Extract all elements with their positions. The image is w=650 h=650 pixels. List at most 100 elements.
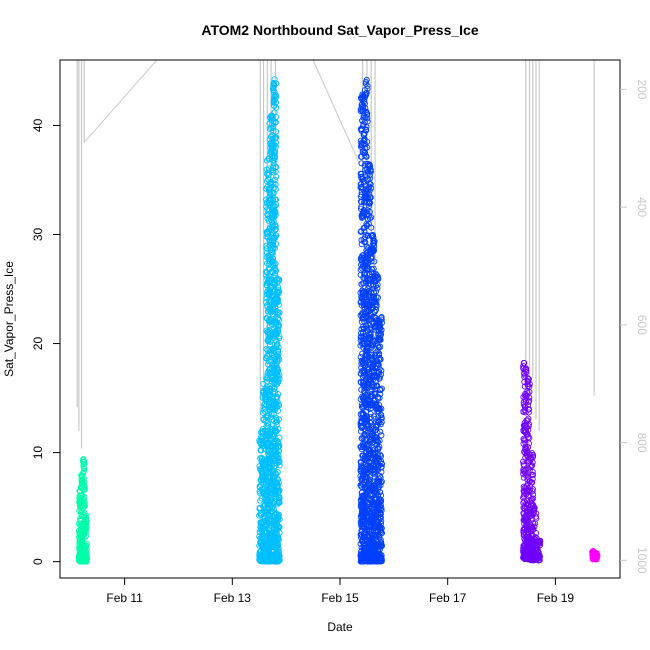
data-point bbox=[360, 148, 367, 155]
data-point bbox=[80, 486, 87, 494]
data-point bbox=[358, 102, 365, 109]
data-point bbox=[257, 519, 264, 526]
data-point bbox=[376, 365, 383, 373]
data-point bbox=[525, 415, 532, 422]
data-point bbox=[276, 372, 283, 379]
data-point bbox=[362, 105, 369, 112]
data-point bbox=[271, 88, 278, 95]
data-point bbox=[361, 100, 368, 107]
data-point bbox=[375, 336, 383, 343]
data-point bbox=[527, 451, 534, 458]
data-point bbox=[378, 555, 385, 562]
data-point bbox=[81, 479, 88, 486]
data-point bbox=[83, 557, 90, 564]
data-point bbox=[82, 542, 89, 549]
data-point bbox=[525, 440, 532, 447]
data-point bbox=[523, 483, 530, 490]
data-point bbox=[270, 347, 277, 354]
data-point bbox=[371, 274, 378, 281]
data-point bbox=[80, 469, 87, 476]
data-point bbox=[358, 203, 365, 210]
data-point bbox=[270, 233, 277, 240]
data-point bbox=[363, 108, 370, 116]
data-point bbox=[274, 356, 281, 363]
data-point bbox=[274, 517, 281, 524]
data-point bbox=[368, 233, 375, 240]
data-point bbox=[372, 306, 379, 314]
data-point bbox=[270, 464, 278, 471]
data-point bbox=[529, 468, 536, 475]
x-tick-label: Feb 17 bbox=[429, 591, 467, 605]
data-point bbox=[357, 170, 364, 177]
data-point bbox=[274, 555, 281, 562]
data-point bbox=[378, 478, 385, 485]
data-point bbox=[267, 293, 274, 300]
data-point bbox=[81, 494, 88, 501]
data-point bbox=[523, 505, 530, 512]
data-point bbox=[376, 546, 383, 553]
data-point bbox=[266, 398, 274, 405]
data-point bbox=[273, 308, 280, 315]
series-points bbox=[357, 76, 386, 565]
right-tick-label: 1000 bbox=[635, 547, 649, 574]
data-point bbox=[275, 290, 282, 297]
data-point bbox=[376, 355, 383, 362]
data-point bbox=[378, 367, 385, 374]
data-point bbox=[270, 98, 277, 105]
data-point bbox=[361, 130, 368, 137]
data-point bbox=[81, 485, 88, 492]
data-point bbox=[372, 273, 380, 280]
data-point bbox=[366, 187, 373, 194]
data-point bbox=[376, 405, 383, 412]
data-point bbox=[535, 557, 542, 564]
data-point bbox=[82, 554, 89, 561]
data-point bbox=[524, 390, 531, 397]
data-point bbox=[366, 425, 373, 432]
right-tick-label: 400 bbox=[635, 197, 649, 217]
data-point bbox=[376, 437, 383, 444]
data-point bbox=[525, 434, 532, 441]
data-point bbox=[533, 510, 540, 517]
y-tick-label: 30 bbox=[31, 227, 45, 241]
data-point bbox=[272, 425, 279, 432]
data-point bbox=[374, 438, 381, 445]
data-point bbox=[362, 141, 369, 148]
data-point bbox=[525, 378, 532, 385]
pressure-connector bbox=[312, 59, 361, 167]
data-point bbox=[357, 205, 365, 212]
data-point bbox=[82, 514, 89, 521]
right-tick-label: 200 bbox=[635, 79, 649, 99]
data-point bbox=[365, 220, 372, 227]
data-point bbox=[362, 78, 369, 85]
data-point bbox=[361, 228, 368, 235]
data-point bbox=[274, 539, 281, 546]
series-points bbox=[75, 456, 90, 565]
data-point bbox=[377, 492, 385, 499]
y-axis-right: 200 400 600 800 1000 bbox=[620, 79, 649, 574]
data-point bbox=[361, 433, 368, 440]
data-point bbox=[274, 455, 281, 462]
y-axis: 0 10 20 30 40 bbox=[31, 118, 60, 565]
data-point bbox=[273, 113, 280, 120]
data-point bbox=[525, 409, 532, 416]
data-point bbox=[83, 512, 90, 520]
data-point bbox=[376, 375, 383, 382]
data-point bbox=[374, 285, 381, 292]
data-point bbox=[271, 379, 278, 386]
data-point bbox=[526, 388, 533, 396]
data-point bbox=[271, 184, 278, 191]
data-point bbox=[362, 126, 370, 133]
data-point bbox=[274, 309, 281, 316]
x-tick-label: Feb 13 bbox=[214, 591, 252, 605]
data-point bbox=[376, 557, 384, 564]
data-point bbox=[376, 495, 383, 502]
data-point bbox=[365, 465, 372, 473]
data-point bbox=[259, 425, 266, 433]
data-point bbox=[357, 181, 364, 188]
data-point bbox=[523, 369, 530, 376]
data-point bbox=[272, 260, 279, 267]
data-point bbox=[358, 214, 365, 221]
data-point bbox=[257, 455, 264, 462]
data-point bbox=[357, 228, 364, 235]
